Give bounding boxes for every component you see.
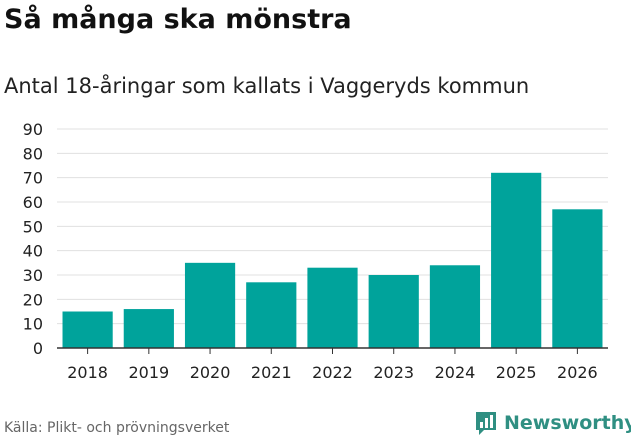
x-tick-label: 2025 — [496, 363, 537, 382]
x-tick-label: 2019 — [128, 363, 169, 382]
x-tick-label: 2021 — [251, 363, 292, 382]
chart-title: Så många ska mönstra — [4, 4, 352, 35]
bar — [552, 209, 603, 348]
y-tick-label: 20 — [23, 290, 43, 309]
bar — [491, 172, 542, 348]
x-tick-label: 2024 — [435, 363, 476, 382]
y-tick-label: 70 — [23, 169, 43, 188]
y-tick-label: 30 — [23, 266, 43, 285]
x-tick-label: 2020 — [190, 363, 231, 382]
bar — [123, 309, 174, 348]
y-tick-label: 60 — [23, 193, 43, 212]
bar — [184, 262, 236, 348]
bar — [62, 311, 113, 348]
bar-chart: 0 10 20 30 40 50 60 70 80 90 2018 2019 2020 2021 2022 2… — [23, 120, 608, 382]
bar — [368, 275, 419, 348]
newsworthy-logo-icon — [476, 412, 496, 435]
chart-subtitle: Antal 18-åringar som kallats i Vaggeryds… — [4, 74, 530, 98]
brand-name: Newsworthy — [504, 412, 631, 434]
x-tick-label: 2026 — [557, 363, 598, 382]
bar — [246, 282, 297, 348]
bar — [429, 265, 481, 348]
y-tick-label: 90 — [23, 120, 43, 139]
x-tick-label: 2022 — [312, 363, 353, 382]
y-tick-label: 50 — [23, 217, 43, 236]
y-tick-label: 10 — [23, 315, 43, 334]
y-tick-label: 40 — [23, 242, 43, 261]
y-tick-label: 0 — [33, 339, 43, 358]
x-tick-label: 2023 — [373, 363, 414, 382]
y-tick-label: 80 — [23, 144, 43, 163]
brand-logo[interactable]: Newsworthy — [474, 408, 631, 438]
source-note: Källa: Plikt- och prövningsverket — [4, 420, 230, 436]
bar — [307, 267, 358, 348]
x-tick-label: 2018 — [67, 363, 108, 382]
